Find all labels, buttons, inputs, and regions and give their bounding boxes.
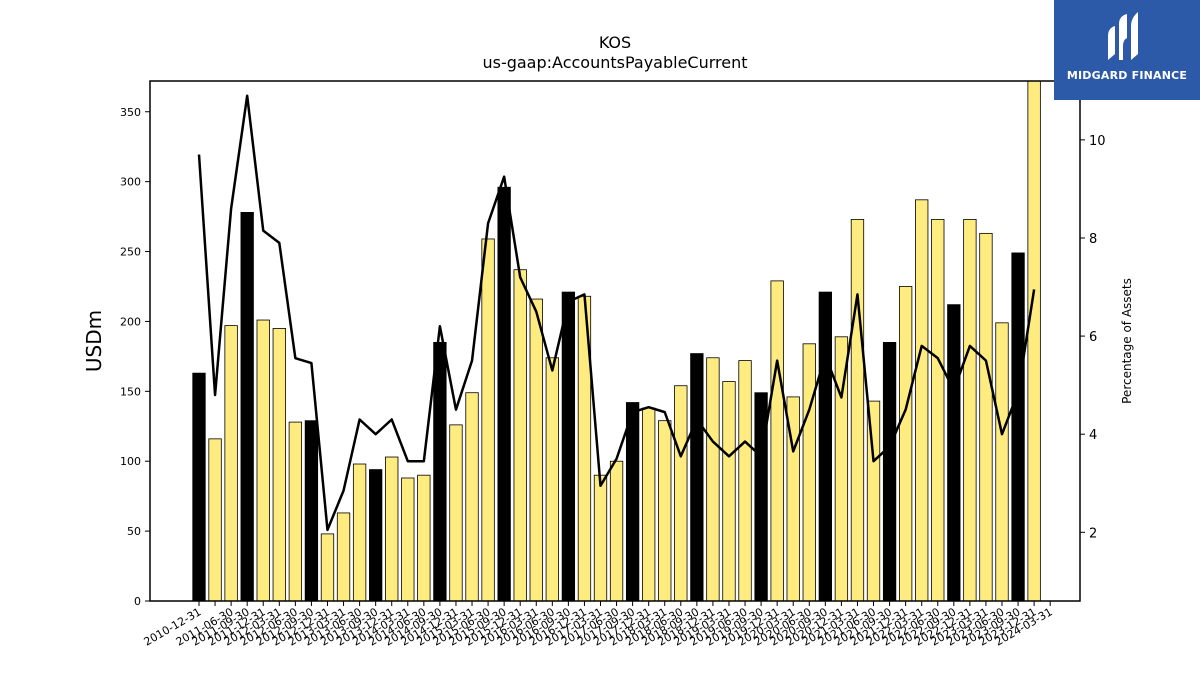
midgard-finance-logo: MIDGARD FINANCE	[1054, 0, 1200, 100]
bar-2012-12-31	[320, 533, 335, 602]
bar-2022-09-30	[947, 304, 961, 602]
y-tick-label: 250	[120, 246, 141, 259]
bar-2019-03-31	[722, 381, 736, 602]
midgard-logo-icon	[1108, 12, 1138, 60]
y2-tick-label: 4	[1089, 428, 1097, 443]
bar-2012-06-30	[288, 421, 303, 602]
bar-2013-06-30	[352, 463, 367, 602]
bar-2016-09-30	[561, 291, 576, 602]
bar-2021-06-30	[866, 400, 881, 602]
bar-2022-06-30	[931, 218, 945, 602]
bar-2017-12-31	[642, 407, 656, 602]
y-axis-label: USDm	[82, 310, 106, 372]
bar-2023-12-31	[1027, 80, 1041, 602]
bar-2017-09-30	[625, 402, 640, 602]
bar-2015-09-30	[497, 186, 511, 602]
y-tick-label: 150	[120, 385, 141, 398]
x-axis: 2010-12-312011-06-302011-09-302011-12-31…	[142, 601, 1055, 649]
pct-of-assets-line	[197, 94, 1036, 532]
y-axis-left: 0 50 100 150 200 250 300 350	[120, 106, 150, 608]
bar-2013-12-31	[385, 456, 399, 602]
y2-tick-label: 6	[1089, 330, 1097, 345]
bar-2011-03-31	[208, 438, 222, 602]
bar-2015-06-30	[481, 238, 495, 602]
bar-2013-09-30	[369, 469, 383, 602]
bar-2021-03-31	[850, 218, 865, 602]
bar-2018-03-31	[658, 420, 672, 602]
bar-2015-12-31	[513, 269, 527, 602]
bar-2020-06-30	[802, 343, 816, 602]
y-tick-label: 0	[134, 595, 141, 608]
bar-2018-06-30	[674, 385, 688, 602]
bar-2012-09-30	[304, 420, 319, 602]
bar-2021-09-30	[882, 341, 897, 602]
bar-2013-03-31	[336, 512, 351, 602]
chart-subtitle: us-gaap:AccountsPayableCurrent	[482, 53, 747, 72]
y-tick-label: 100	[120, 455, 141, 468]
y-axis-right: 2 4 6 8 10	[1080, 134, 1106, 541]
bar-2015-03-31	[465, 392, 479, 602]
bar-2010-12-31	[192, 372, 206, 602]
bar-2020-09-30	[818, 291, 832, 602]
y2-tick-label: 10	[1089, 134, 1106, 149]
bar-2014-06-30	[417, 474, 431, 602]
bar-2023-06-30	[995, 322, 1009, 602]
y2-tick-label: 2	[1089, 526, 1097, 541]
bar-2017-03-31	[593, 474, 608, 602]
bar-2014-03-31	[401, 477, 415, 602]
bar-2022-12-31	[963, 218, 977, 602]
bars-group	[192, 80, 1041, 602]
y2-axis-label: Percentage of Assets	[1120, 278, 1134, 404]
bar-2019-12-31	[770, 280, 784, 602]
bar-2014-09-30	[433, 341, 447, 602]
bar-2019-06-30	[738, 360, 752, 602]
bar-2022-03-31	[915, 199, 929, 602]
bar-2023-09-30	[1011, 252, 1025, 602]
y-tick-label: 300	[120, 176, 141, 189]
chart-title: KOS	[599, 33, 631, 52]
bar-2018-09-30	[690, 353, 704, 602]
logo-text: MIDGARD FINANCE	[1066, 69, 1188, 82]
y-tick-label: 350	[120, 106, 141, 119]
y2-tick-label: 8	[1089, 232, 1097, 247]
bar-2021-12-31	[898, 286, 913, 602]
bar-2014-12-31	[449, 424, 463, 602]
plot-frame	[149, 80, 1081, 602]
bar-2011-09-30	[240, 211, 254, 602]
y-tick-label: 200	[120, 315, 141, 328]
bar-2018-12-31	[706, 357, 720, 602]
bar-2017-06-30	[609, 460, 624, 602]
y-tick-label: 50	[127, 525, 141, 538]
bar-2016-06-30	[545, 357, 559, 602]
bar-2012-03-31	[272, 328, 286, 602]
bar-2011-06-30	[224, 325, 238, 602]
bar-2023-03-31	[979, 232, 993, 602]
bar-2016-03-31	[529, 298, 543, 602]
bar-2011-12-31	[256, 319, 270, 602]
